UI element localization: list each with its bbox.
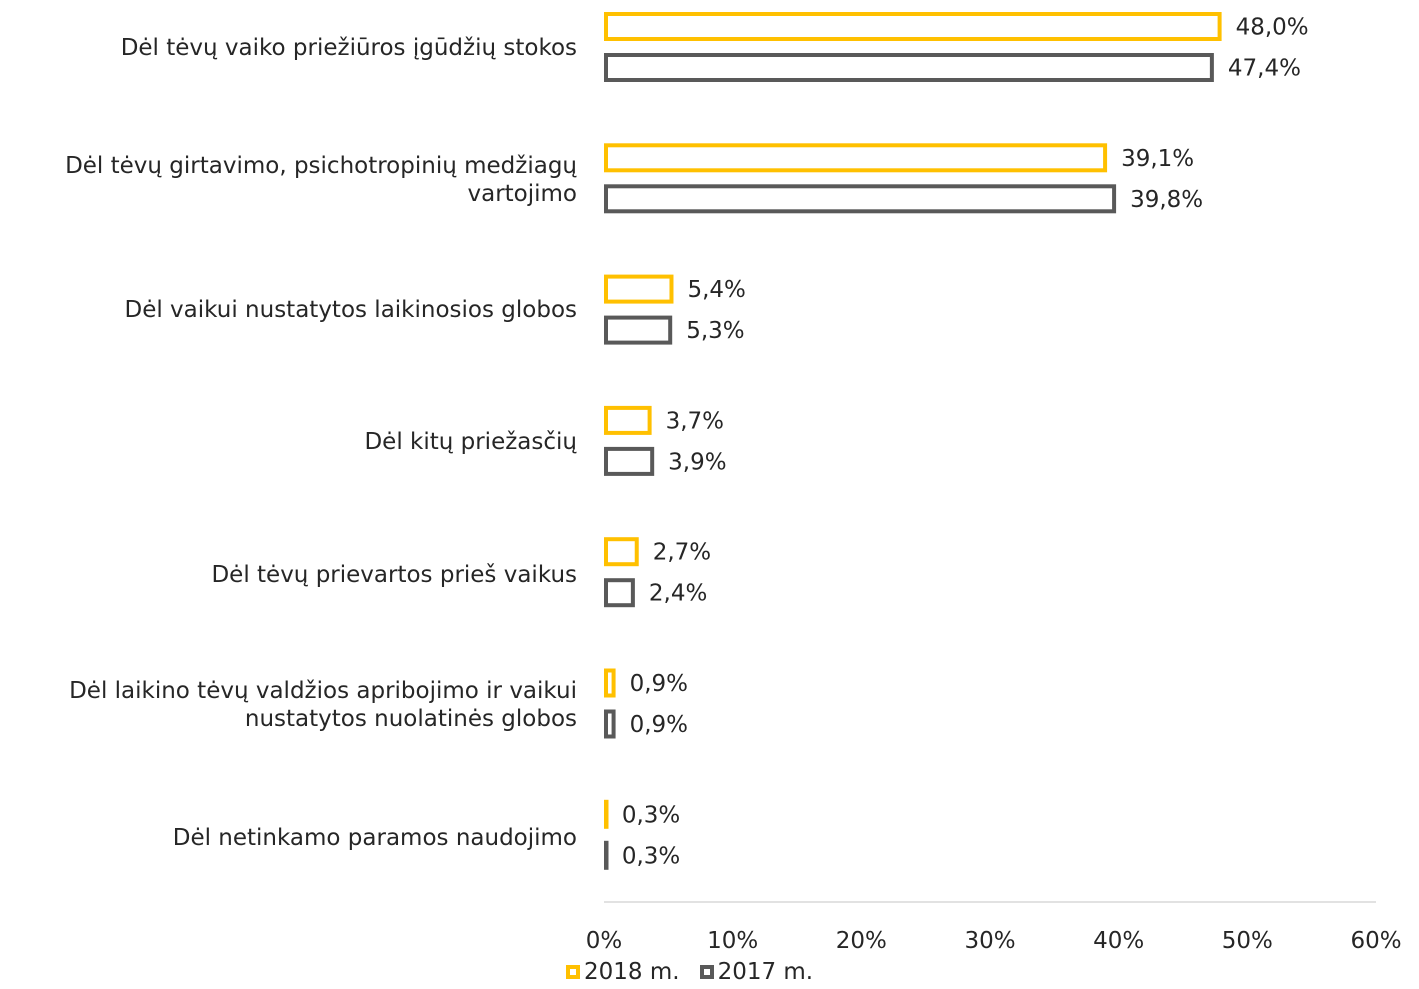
data-label-2017-3: 5,3% xyxy=(686,318,744,344)
x-tick-label-0: 0% xyxy=(586,928,623,954)
bar-2018-5 xyxy=(604,537,639,567)
category-label-5: Dėl tėvų prievartos prieš vaikus xyxy=(211,562,577,588)
data-label-2018-6: 0,9% xyxy=(630,671,688,697)
bar-2017-6 xyxy=(604,709,616,739)
legend-item-2017: 2017 m. xyxy=(699,959,814,985)
data-label-2018-3: 5,4% xyxy=(687,277,745,303)
bar-2018-2 xyxy=(604,143,1108,173)
x-tick-label-6: 60% xyxy=(1350,928,1401,954)
legend-label-2018: 2018 m. xyxy=(584,959,680,985)
data-label-2017-7: 0,3% xyxy=(622,843,680,869)
data-label-2017-4: 3,9% xyxy=(668,449,726,475)
category-label-7: Dėl netinkamo paramos naudojimo xyxy=(172,825,577,851)
bar-2018-1 xyxy=(604,12,1222,41)
bar-2017-1 xyxy=(604,53,1214,82)
category-label-3: Dėl vaikui nustatytos laikinosios globos xyxy=(124,297,578,323)
bar-2018-6 xyxy=(604,668,616,698)
x-tick-label-3: 30% xyxy=(964,928,1015,954)
data-label-2017-1: 47,4% xyxy=(1228,56,1301,82)
data-label-2018-7: 0,3% xyxy=(622,802,680,828)
category-label-1: Dėl tėvų vaiko priežiūros įgūdžių stokos xyxy=(120,35,577,61)
x-tick-label-4: 40% xyxy=(1093,928,1144,954)
data-label-2017-2: 39,8% xyxy=(1130,187,1203,213)
bar-2018-4 xyxy=(604,405,652,435)
legend-label-2017: 2017 m. xyxy=(717,959,814,985)
legend-swatch-2018 xyxy=(566,965,580,979)
bar-2017-2 xyxy=(604,184,1117,214)
data-label-2018-1: 48,0% xyxy=(1236,15,1309,41)
category-label-6: Dėl laikino tėvų valdžios apribojimo ir … xyxy=(69,678,577,732)
data-label-2018-5: 2,7% xyxy=(653,540,711,566)
bar-2017-4 xyxy=(604,446,655,476)
bar-2017-3 xyxy=(604,315,673,345)
x-tick-label-2: 20% xyxy=(836,928,887,954)
data-label-2017-6: 0,9% xyxy=(630,712,688,738)
data-label-2018-2: 39,1% xyxy=(1121,146,1194,172)
bar-2018-3 xyxy=(604,274,674,304)
bar-2017-7 xyxy=(604,840,609,870)
category-label-2: Dėl tėvų girtavimo, psichotropinių medži… xyxy=(65,153,577,207)
x-tick-label-5: 50% xyxy=(1222,928,1273,954)
x-tick-label-1: 10% xyxy=(707,928,758,954)
legend: 2018 m. 2017 m. xyxy=(566,958,833,986)
legend-swatch-2017 xyxy=(699,965,714,979)
legend-item-2018: 2018 m. xyxy=(566,959,680,985)
data-label-2018-4: 3,7% xyxy=(666,408,724,434)
data-label-2017-5: 2,4% xyxy=(649,581,707,607)
bar-2017-5 xyxy=(604,578,635,608)
category-label-4: Dėl kitų priežasčių xyxy=(364,429,577,455)
bar-2018-7 xyxy=(604,799,609,829)
